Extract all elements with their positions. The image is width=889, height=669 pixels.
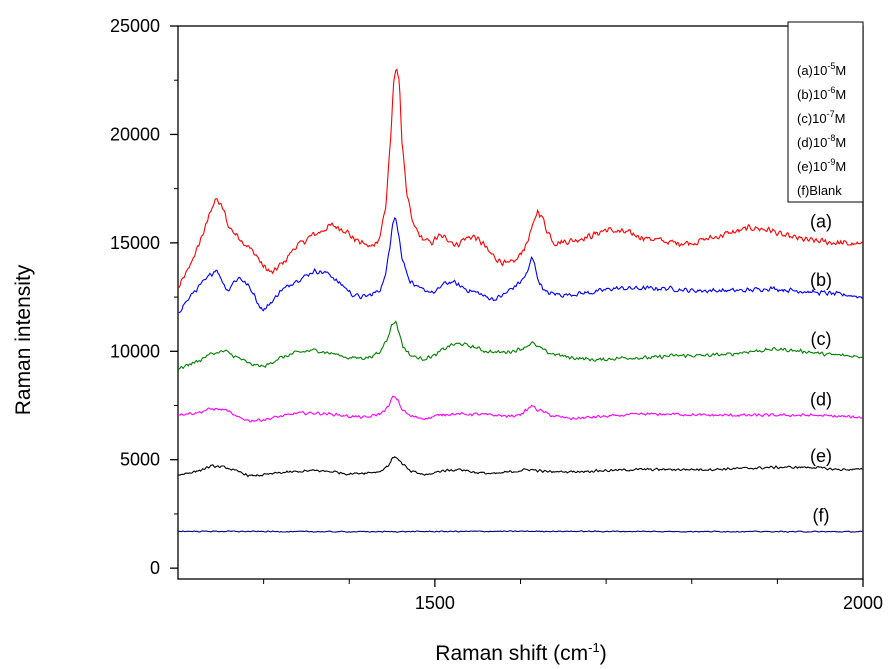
y-tick-label: 20000 <box>110 124 160 144</box>
y-tick-label: 10000 <box>110 341 160 361</box>
series-line-e <box>177 455 863 478</box>
y-tick-label: 25000 <box>110 16 160 36</box>
curve-label-b: (b) <box>810 270 832 290</box>
series-line-a <box>177 68 863 289</box>
curve-label-c: (c) <box>811 329 832 349</box>
axes-layer: 0 5000 10000 15000 20000 25000 1500 2000 <box>110 16 883 613</box>
series-line-d <box>177 395 863 423</box>
series-line-b <box>177 217 863 314</box>
legend-entry: (e)10-9M <box>797 157 846 174</box>
legend-entry: (a)10-5M <box>797 61 846 78</box>
legend-entry: (b)10-6M <box>797 85 846 102</box>
plot-frame <box>177 25 864 580</box>
series-layer <box>177 68 863 533</box>
curve-label-d: (d) <box>810 390 832 410</box>
y-tick-label: 5000 <box>120 450 160 470</box>
curve-label-a: (a) <box>810 212 832 232</box>
y-axis-title: Raman intensity <box>12 264 35 415</box>
x-tick-label: 2000 <box>843 593 883 613</box>
legend-entry: (f)Blank <box>797 183 842 198</box>
curve-labels-layer: (a) (b) (c) (d) (e) (f) <box>810 212 832 526</box>
series-line-c <box>177 320 863 370</box>
legend-entry: (c)10-7M <box>797 109 845 126</box>
legend-entry: (d)10-8M <box>797 133 846 150</box>
x-axis-title: Raman shift (cm-1) <box>435 640 606 665</box>
series-line-f <box>177 530 863 533</box>
x-tick-label: 1500 <box>415 593 455 613</box>
curve-label-f: (f) <box>813 506 830 526</box>
y-tick-label: 0 <box>150 558 160 578</box>
curve-label-e: (e) <box>810 446 832 466</box>
legend-box <box>787 21 864 203</box>
y-tick-label: 15000 <box>110 233 160 253</box>
legend: (a)10-5M (b)10-6M (c)10-7M (d)10-8M (e)10-9M… <box>787 21 864 203</box>
